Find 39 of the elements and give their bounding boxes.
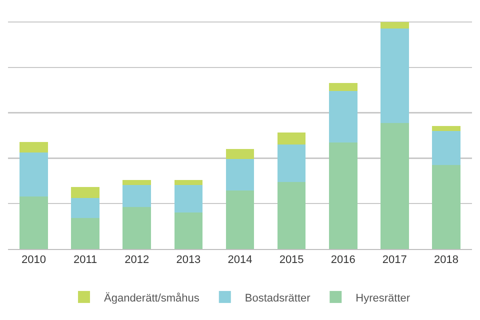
bar xyxy=(380,122,409,249)
x-tick-label: 2013 xyxy=(176,254,201,266)
bar xyxy=(174,184,203,213)
bar xyxy=(20,152,48,196)
bar xyxy=(174,212,203,249)
bar xyxy=(122,184,152,207)
bar xyxy=(174,180,203,185)
bar xyxy=(328,90,358,143)
bar xyxy=(328,83,358,91)
bar xyxy=(328,142,358,249)
bar xyxy=(432,131,460,165)
bar xyxy=(226,149,254,159)
bar xyxy=(71,198,100,218)
x-tick-label: 2016 xyxy=(330,254,356,266)
bar xyxy=(277,182,306,249)
bar xyxy=(277,132,306,145)
bar xyxy=(432,126,460,132)
bar xyxy=(71,186,100,198)
bar xyxy=(20,142,48,153)
x-tick-label: 2014 xyxy=(228,254,252,266)
bar xyxy=(20,196,48,249)
bar xyxy=(71,218,100,249)
x-tick-label: 2011 xyxy=(74,254,98,266)
bar xyxy=(380,22,409,29)
bar xyxy=(277,144,306,182)
x-tick-label: 2018 xyxy=(434,254,458,266)
legend-label: Bostadsrätter xyxy=(244,292,311,304)
legend-label: Äganderätt/småhus xyxy=(104,291,200,304)
x-tick-label: 2017 xyxy=(382,254,407,266)
bar xyxy=(226,158,254,190)
bar xyxy=(432,164,460,249)
bar xyxy=(226,190,254,249)
bar xyxy=(122,206,152,249)
legend-label: Hyresrätter xyxy=(356,292,410,304)
bar xyxy=(122,180,152,185)
x-tick-label: 2015 xyxy=(279,254,304,266)
bar xyxy=(380,28,409,123)
x-tick-label: 2010 xyxy=(22,254,46,266)
x-tick-label: 2012 xyxy=(124,254,150,266)
